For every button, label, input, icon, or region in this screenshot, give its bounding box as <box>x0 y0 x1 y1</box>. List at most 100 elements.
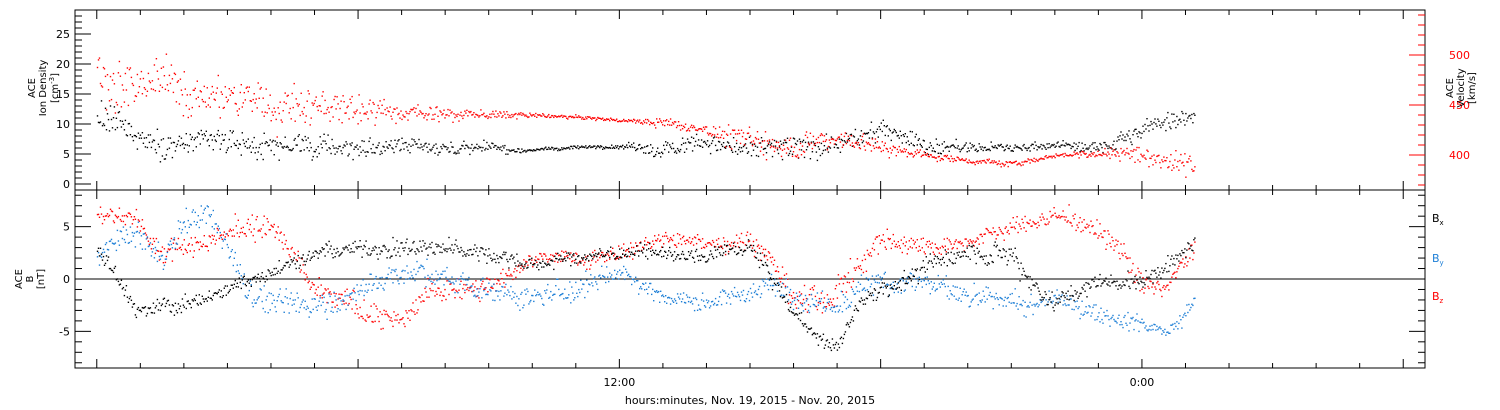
density-point <box>483 139 485 141</box>
bz-point <box>715 239 718 241</box>
velocity-point <box>236 110 238 112</box>
bx-point <box>108 267 111 270</box>
by-point <box>418 267 420 269</box>
by-point <box>245 296 247 298</box>
bx-point <box>433 251 435 253</box>
bz-point <box>387 314 389 317</box>
bz-point <box>946 237 948 240</box>
by-point <box>880 279 882 281</box>
bz-point <box>1022 221 1024 224</box>
bx-point <box>96 250 99 252</box>
density-point <box>948 150 950 152</box>
bz-point <box>334 306 336 308</box>
velocity-point <box>130 76 133 79</box>
density-point <box>1001 146 1003 148</box>
density-point <box>331 138 333 141</box>
top-panel-points <box>96 53 1196 178</box>
density-point <box>697 139 700 141</box>
bz-point <box>552 254 554 257</box>
bz-point <box>832 298 835 300</box>
by-point <box>644 289 646 291</box>
bz-point <box>951 248 953 250</box>
bz-point <box>358 317 360 319</box>
density-point <box>1176 115 1178 118</box>
by-point <box>382 287 384 290</box>
density-point <box>1105 144 1107 146</box>
bz-point <box>994 231 996 233</box>
by-point <box>516 295 518 298</box>
bz-point <box>556 253 558 255</box>
by-point <box>854 293 857 295</box>
velocity-point <box>783 148 786 150</box>
density-point <box>458 152 460 154</box>
density-point <box>1119 135 1121 137</box>
bz-point <box>659 240 661 242</box>
velocity-point <box>208 97 210 99</box>
density-point <box>311 159 313 161</box>
bx-point <box>335 252 337 254</box>
bz-point <box>877 253 879 255</box>
density-point <box>975 148 977 150</box>
bz-point <box>826 294 829 296</box>
density-point <box>268 144 270 146</box>
density-point <box>415 143 417 145</box>
density-point <box>776 149 779 151</box>
bz-point <box>570 252 572 254</box>
velocity-point <box>860 139 863 141</box>
density-point <box>543 149 545 151</box>
density-point <box>167 137 170 139</box>
density-point <box>174 150 177 152</box>
density-point <box>473 147 475 150</box>
density-point <box>873 132 876 135</box>
velocity-point <box>668 120 670 123</box>
by-point <box>464 289 466 291</box>
bz-point <box>335 293 337 295</box>
velocity-point <box>404 116 406 118</box>
velocity-point <box>273 107 275 109</box>
density-point <box>195 146 197 148</box>
density-point <box>642 147 644 149</box>
velocity-point <box>1091 152 1093 154</box>
bz-point <box>652 240 654 242</box>
density-point <box>1150 120 1152 123</box>
density-point <box>310 146 312 149</box>
by-point <box>937 274 939 277</box>
by-point <box>1015 305 1017 307</box>
velocity-point <box>514 113 516 115</box>
density-point <box>968 150 970 152</box>
density-point <box>1035 144 1037 147</box>
velocity-point <box>341 122 343 124</box>
velocity-axis-title-line2: Velocity <box>1456 68 1467 107</box>
bz-point <box>497 279 499 281</box>
bz-point <box>984 233 986 235</box>
density-point <box>683 151 686 153</box>
by-point <box>665 295 667 297</box>
by-point <box>384 282 386 285</box>
by-point <box>503 295 505 297</box>
by-point <box>862 288 865 290</box>
by-point <box>1127 311 1129 314</box>
density-point <box>737 148 740 151</box>
by-point <box>571 286 573 288</box>
bz-point <box>118 207 121 209</box>
by-point <box>451 276 453 278</box>
velocity-point <box>788 139 791 141</box>
bz-point <box>469 286 471 289</box>
velocity-point <box>522 112 524 115</box>
density-point <box>727 142 730 144</box>
by-point <box>544 290 546 292</box>
velocity-point <box>154 90 157 92</box>
by-point <box>969 305 971 307</box>
bx-point <box>127 301 130 303</box>
velocity-point <box>401 118 403 121</box>
density-point <box>801 141 804 143</box>
bz-point <box>506 274 508 277</box>
bx-point <box>111 269 114 272</box>
density-point <box>573 145 575 147</box>
density-point <box>862 140 865 142</box>
bz-point <box>163 248 166 250</box>
velocity-point <box>814 142 817 145</box>
bx-point <box>444 249 446 252</box>
density-point <box>784 141 787 144</box>
bz-point <box>291 246 293 249</box>
